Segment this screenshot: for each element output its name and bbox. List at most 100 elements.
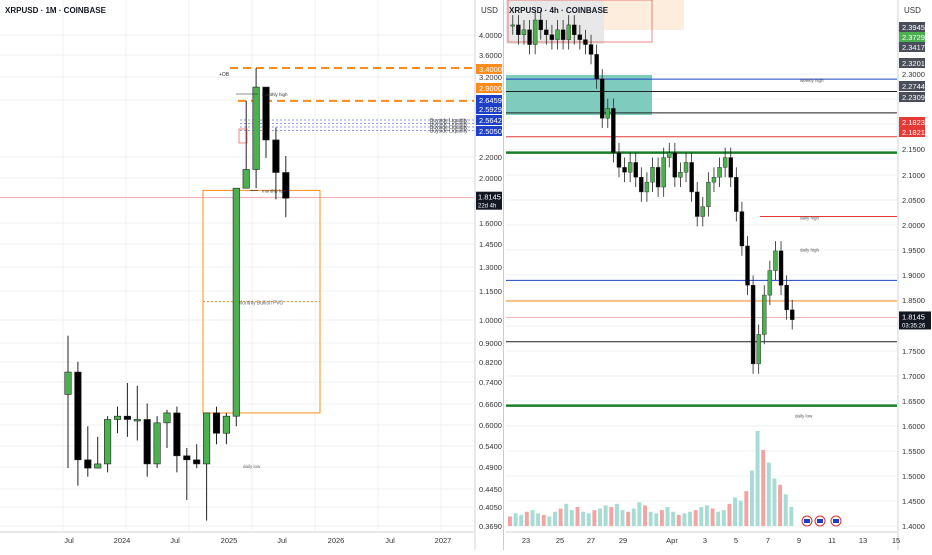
- right-candle-body: [622, 167, 627, 173]
- right-price-badge-text: 2.1823: [902, 118, 925, 127]
- right-candle-body: [739, 211, 745, 247]
- volume-bar: [733, 497, 738, 526]
- right-candle-body: [650, 167, 655, 183]
- left-price-badge: [476, 64, 502, 74]
- left-time-tick: 2025: [221, 536, 238, 545]
- right-price-badge: [899, 32, 925, 42]
- daily-low-label: daily low: [795, 413, 813, 418]
- left-price-badge: [476, 104, 502, 114]
- right-price-tick: 2.1500: [902, 145, 925, 154]
- right-candle-body: [566, 24, 571, 40]
- volume-bar: [581, 511, 586, 526]
- left-price-badge-text: 2.5929: [479, 105, 502, 114]
- right-price-badge-text: 2.3945: [902, 23, 925, 32]
- left-price-tick: 1.4500: [479, 240, 502, 249]
- volume-bar: [569, 510, 574, 526]
- right-currency-label: USD: [904, 6, 921, 15]
- left-candle-body: [222, 415, 230, 434]
- right-price-tick: 1.6000: [902, 422, 925, 431]
- monthly-high-label: monthly high: [262, 92, 288, 97]
- monthly-low-label: monthly low: [262, 188, 287, 193]
- volume-bar: [772, 478, 777, 526]
- right-price-badge: [899, 92, 925, 102]
- right-candle-body: [644, 181, 650, 193]
- right-candle-body: [672, 152, 678, 178]
- right-price-tick: 1.9000: [902, 271, 925, 280]
- volume-bar: [659, 510, 664, 526]
- fvg-label: Monthly Bullish FVG: [238, 301, 283, 307]
- right-candle-body: [745, 245, 750, 286]
- volume-bar: [626, 511, 631, 526]
- left-price-tick: 0.4450: [479, 485, 502, 494]
- left-candle-body: [143, 419, 151, 465]
- right-current-price-countdown: 03:35:26: [902, 323, 926, 329]
- volume-bar: [716, 511, 721, 526]
- buyside-liquidity-label: Buyside Liquidity: [430, 122, 468, 128]
- volume-bar: [519, 514, 524, 526]
- volume-bar: [609, 507, 614, 526]
- right-time-tick: Apr: [666, 536, 678, 545]
- volume-bar: [598, 508, 602, 526]
- right-candle-body: [577, 34, 583, 40]
- right-candle-body: [790, 309, 795, 320]
- volume-bar: [631, 508, 636, 526]
- right-candle-body: [711, 177, 717, 183]
- right-candle-body: [767, 270, 773, 296]
- right-price-tick: 1.5500: [902, 447, 925, 456]
- right-candle-body: [521, 29, 527, 35]
- volume-bar: [643, 505, 647, 526]
- left-candle-body: [252, 86, 260, 170]
- left-price-badge-text: 3.4000: [479, 65, 502, 74]
- volume-bar: [536, 513, 541, 526]
- right-time-tick: 29: [619, 536, 627, 545]
- volume-bar: [682, 513, 687, 526]
- volume-bar: [558, 508, 563, 526]
- volume-bar: [783, 494, 788, 526]
- volume-bar: [789, 507, 794, 526]
- right-candle-body: [717, 167, 722, 178]
- weekly-high-label: weekly high: [800, 78, 824, 83]
- right-candle-body: [667, 152, 672, 158]
- right-candle-body: [784, 285, 789, 311]
- left-candle-body: [262, 86, 270, 141]
- left-price-tick: 1.6000: [479, 219, 502, 228]
- right-price-badge: [899, 42, 925, 52]
- volume-bar: [620, 510, 625, 526]
- volume-bar: [553, 511, 557, 526]
- left-price-badge-text: 2.5050: [479, 127, 502, 136]
- right-price-badge: [899, 81, 925, 91]
- right-price-tick: 1.4000: [902, 522, 925, 531]
- right-candle-body: [538, 19, 543, 31]
- small-marker-box: [238, 128, 248, 144]
- right-price-tick: 1.4500: [902, 497, 925, 506]
- right-price-badge: [899, 22, 925, 32]
- volume-bar: [721, 510, 726, 526]
- right-time-tick: 15: [892, 536, 900, 545]
- left-time-tick: Jul: [385, 536, 395, 545]
- left-candle-body: [64, 371, 72, 395]
- right-price-tick: 1.7500: [902, 347, 925, 356]
- right-time-tick: 13: [859, 536, 867, 545]
- left-price-tick: 2.0000: [479, 174, 502, 183]
- left-price-tick: 0.4900: [479, 463, 502, 472]
- right-price-badge-text: 2.2309: [902, 93, 925, 102]
- right-price-tick: 2.0000: [902, 221, 925, 230]
- right-candle-body: [689, 162, 694, 193]
- buyside-liquidity-label: Buyside Liquidity: [430, 118, 468, 124]
- left-price-tick: 0.9000: [479, 339, 502, 348]
- right-candle-body: [510, 24, 515, 27]
- volume-bar: [648, 511, 653, 526]
- left-candle-body: [232, 187, 240, 417]
- right-candle-body: [549, 34, 555, 40]
- right-candle-body: [750, 285, 756, 365]
- left-price-tick: 1.0000: [479, 316, 502, 325]
- zone-teal: [506, 75, 652, 115]
- right-title: XRPUSD · 4h · COINBASE: [509, 6, 609, 15]
- volume-bar: [761, 450, 766, 526]
- right-time-tick: 11: [828, 536, 836, 545]
- left-price-badge: [476, 126, 502, 136]
- left-candle-body: [272, 139, 280, 173]
- zone-peach: [604, 0, 684, 30]
